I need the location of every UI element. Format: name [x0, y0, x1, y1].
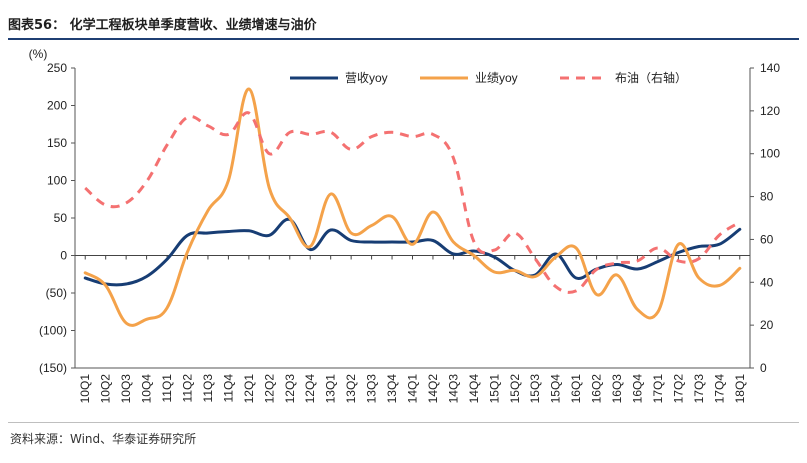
x-tick-label: 11Q3 [201, 374, 215, 403]
x-tick-label: 15Q2 [508, 374, 522, 404]
x-tick-label: 10Q1 [78, 374, 92, 404]
right-tick-label: 80 [760, 190, 774, 204]
left-tick-label: 200 [47, 99, 67, 113]
series-line-brent-oil [84, 111, 741, 294]
right-tick-label: 120 [760, 104, 780, 118]
legend-label-profit-yoy: 业绩yoy [475, 71, 518, 85]
left-tick-label: (50) [46, 286, 67, 300]
right-tick-label: 100 [760, 147, 780, 161]
left-tick-label: (150) [39, 361, 67, 375]
x-tick-label: 13Q1 [324, 374, 338, 404]
source-note: 资料来源：Wind、华泰证券研究所 [10, 432, 197, 446]
left-tick-label: 100 [47, 174, 67, 188]
left-axis-unit-label: (%) [29, 47, 48, 61]
x-tick-label: 15Q3 [528, 374, 542, 404]
left-tick-label: 250 [47, 61, 67, 75]
right-tick-label: 20 [760, 318, 774, 332]
x-tick-label: 15Q1 [487, 374, 501, 404]
x-tick-label: 12Q4 [303, 374, 317, 404]
x-tick-label: 16Q2 [590, 374, 604, 404]
left-tick-label: 0 [60, 249, 67, 263]
x-tick-label: 10Q3 [119, 374, 133, 404]
x-tick-label: 14Q1 [406, 374, 420, 404]
x-tick-label: 14Q4 [467, 374, 481, 404]
axes: (150) (100) (50) 0 50 100 150 200 250 0 20 40 60 80 10… [39, 61, 780, 403]
right-tick-label: 60 [760, 232, 774, 246]
line-chart: (150) (100) (50) 0 50 100 150 200 250 0 20 40 60 80 10… [29, 47, 781, 403]
x-tick-label: 13Q3 [365, 374, 379, 404]
x-tick-label: 14Q2 [426, 374, 440, 404]
series-line-revenue-yoy [83, 217, 742, 287]
x-tick-label: 18Q1 [733, 374, 747, 404]
right-tick-label: 140 [760, 61, 780, 75]
series-lines [83, 87, 742, 327]
series-line-profit-yoy [83, 87, 742, 327]
x-tick-label: 17Q2 [671, 374, 685, 404]
left-tick-label: 50 [54, 211, 68, 225]
right-tick-label: 0 [760, 361, 767, 375]
x-tick-label: 12Q1 [242, 374, 256, 404]
x-tick-label: 10Q2 [99, 374, 113, 404]
x-tick-label: 16Q4 [631, 374, 645, 404]
x-tick-label: 14Q3 [446, 374, 460, 404]
x-tick-label: 11Q1 [160, 374, 174, 403]
x-tick-label: 11Q4 [221, 374, 235, 403]
legend-label-brent-oil: 布油（右轴） [615, 70, 687, 85]
figure-title: 图表56： 化学工程板块单季度营收、业绩增速与油价 [8, 18, 317, 33]
title-divider [8, 38, 799, 40]
x-tick-label: 13Q4 [385, 374, 399, 404]
x-tick-label: 16Q1 [569, 374, 583, 404]
x-tick-label: 16Q3 [610, 374, 624, 404]
right-tick-label: 40 [760, 275, 774, 289]
x-tick-label: 17Q4 [712, 374, 726, 404]
x-tick-label: 12Q2 [262, 374, 276, 404]
x-tick-label: 17Q3 [692, 374, 706, 404]
left-tick-label: (100) [39, 324, 67, 338]
chart-legend: 营收yoy 业绩yoy 布油（右轴） [290, 70, 687, 85]
legend-label-revenue-yoy: 营收yoy [345, 71, 388, 85]
x-tick-label: 11Q2 [181, 374, 195, 403]
x-tick-label: 13Q2 [344, 374, 358, 404]
x-tick-label: 17Q1 [651, 374, 665, 404]
x-tick-label: 12Q3 [283, 374, 297, 404]
footer-divider [8, 422, 799, 423]
x-tick-label: 10Q4 [140, 374, 154, 404]
left-tick-label: 150 [47, 136, 67, 150]
x-tick-label: 15Q4 [549, 374, 563, 404]
